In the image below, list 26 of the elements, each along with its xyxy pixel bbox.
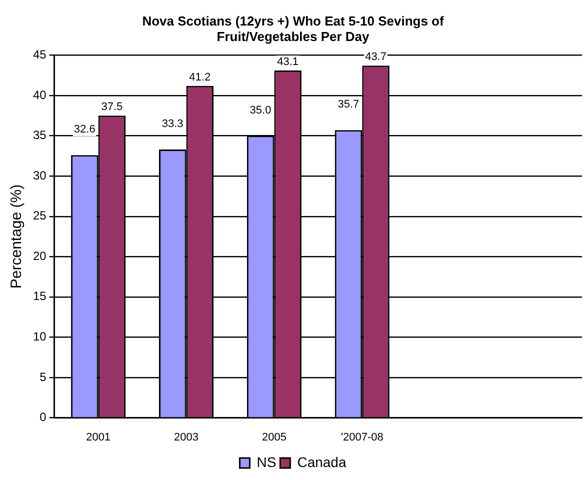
y-tick-label: 15 [32, 289, 47, 304]
y-tick-label: 0 [40, 410, 47, 424]
y-axis-title: Percentage (%) [8, 184, 26, 289]
y-tick-label: 20 [32, 248, 47, 263]
y-tick-label: 30 [32, 168, 47, 182]
x-tick-label: 2003 [174, 431, 199, 444]
data-label: 35.0 [250, 104, 272, 116]
y-tick-label: 45 [32, 48, 47, 62]
y-tick-label: 10 [32, 330, 47, 344]
y-tick-label: 35 [32, 128, 47, 142]
data-label: 33.3 [162, 118, 184, 130]
data-label: 41.2 [189, 71, 211, 84]
y-tick-label: 40 [32, 88, 47, 102]
data-label: 32.6 [74, 124, 96, 136]
data-label: 43.7 [365, 51, 386, 64]
y-tick-label: 5 [40, 370, 47, 384]
data-label: 35.7 [338, 98, 360, 111]
x-tick-label: 2001 [86, 431, 111, 444]
x-tick-label: 2005 [262, 431, 286, 444]
legend-label: Canada [297, 454, 346, 470]
y-tick-label: 25 [32, 208, 47, 223]
x-tick-label: '2007-08 [340, 431, 384, 444]
chart-title: Nova Scotians (12yrs +) Who Eat 5-10 Sevings of Fruit/Vegetables Per Day [142, 13, 444, 44]
data-label: 37.5 [101, 101, 123, 114]
legend-label: NS [256, 454, 276, 470]
data-label: 43.1 [277, 56, 299, 68]
